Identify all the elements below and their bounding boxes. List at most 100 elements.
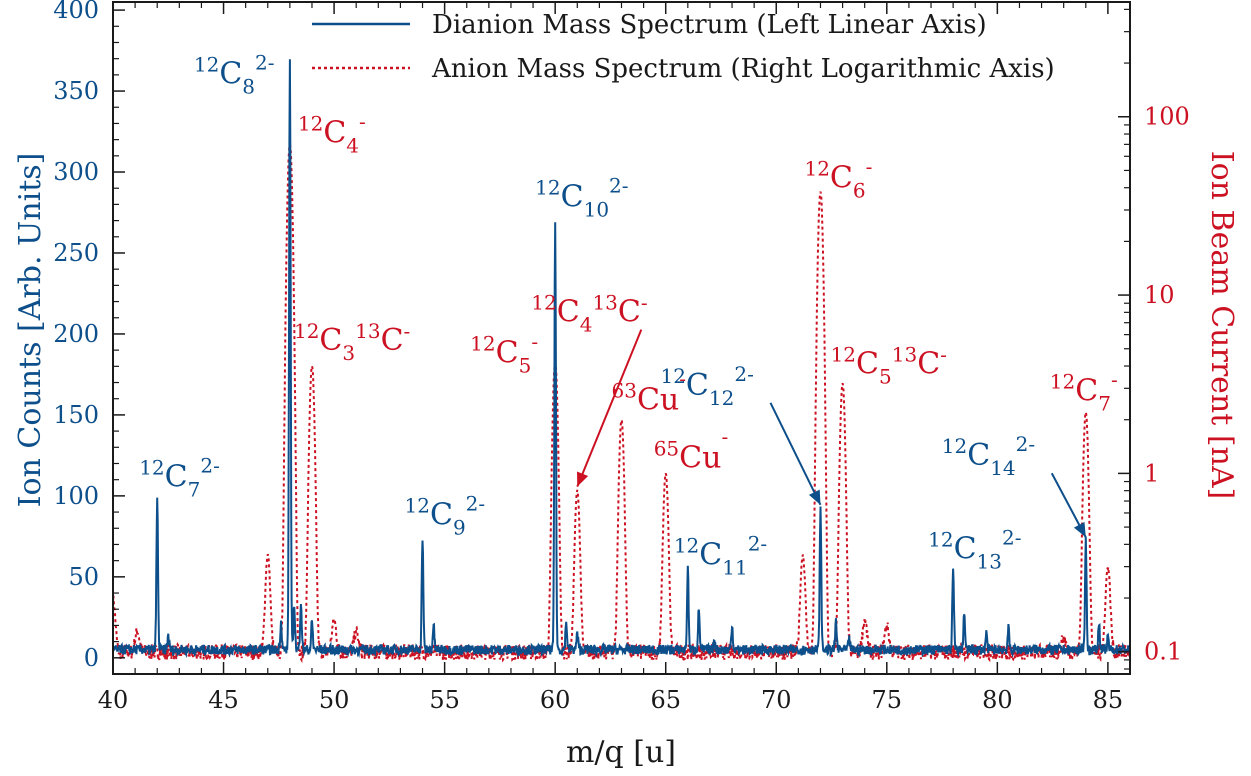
axes-layer: 40 45 50 55 60 65 70 75 80 8505010015020025030035… xyxy=(53,0,1190,714)
peak-label-sub: 14 xyxy=(990,456,1015,480)
peak-label-sub: 13 xyxy=(977,549,1002,573)
peak-label-charge: 2- xyxy=(609,174,628,198)
peak-label: 12C313C- xyxy=(294,319,410,365)
peak-label-sup: 12 xyxy=(298,111,323,135)
peak-label-charge: - xyxy=(404,319,411,343)
peak-label-sub: 12 xyxy=(709,386,734,410)
peak-label: 12C92- xyxy=(405,491,486,539)
y-left-tick-label: 0 xyxy=(84,644,99,672)
annotation-arrow xyxy=(576,329,643,488)
peak-label-charge: 2- xyxy=(734,362,753,386)
x-tick-label: 55 xyxy=(429,686,460,714)
peak-label-sub: 7 xyxy=(188,478,201,502)
peak-label-base: C xyxy=(165,460,188,495)
legend: Dianion Mass Spectrum (Left Linear Axis)… xyxy=(312,10,1055,84)
peak-label-sup: 12 xyxy=(405,493,430,517)
peak-label: 12C4- xyxy=(298,109,366,157)
peak-label-charge: 2- xyxy=(1016,432,1035,456)
peak-label-charge: - xyxy=(531,329,538,353)
peak-label: 12C122- xyxy=(660,362,753,410)
annotation-arrowhead xyxy=(577,471,589,487)
peak-label-sup: 12 xyxy=(194,52,219,76)
peak-label-sup: 12 xyxy=(535,176,560,200)
peak-label: 63Cu- xyxy=(612,367,687,418)
x-tick-label: 80 xyxy=(982,686,1013,714)
peak-label-base: Cu xyxy=(679,440,721,475)
peak-label-sup2: 13 xyxy=(355,319,380,343)
annotation-arrowhead xyxy=(1073,522,1086,538)
peak-label-charge: 2- xyxy=(200,454,219,478)
peak-label-base: C xyxy=(1075,373,1098,408)
y-left-tick-label: 50 xyxy=(68,563,99,591)
x-tick-label: 70 xyxy=(761,686,792,714)
peak-label-sup: 12 xyxy=(139,456,164,480)
peak-label: 65Cu- xyxy=(654,424,729,475)
peak-label: 12C6- xyxy=(804,155,872,203)
peak-label-sup: 12 xyxy=(674,533,699,557)
y-left-tick-label: 150 xyxy=(53,401,99,429)
peak-label-base: C xyxy=(830,161,853,196)
peak-label-sub: 11 xyxy=(722,555,747,579)
peak-label: 12C112- xyxy=(674,531,767,579)
peak-label-base: C xyxy=(954,531,977,566)
peak-label-charge: - xyxy=(721,424,728,448)
peak-label-sub: 7 xyxy=(1098,391,1111,415)
peak-label-base: Cu xyxy=(637,383,679,418)
peak-label-charge: 2- xyxy=(748,531,767,555)
peak-label: 12C132- xyxy=(928,525,1021,573)
peak-label-base: C xyxy=(219,56,242,91)
peak-label: 12C102- xyxy=(535,174,628,222)
dianion-series-line xyxy=(113,59,1130,659)
series-layer xyxy=(113,59,1130,664)
peak-label: 12C513C- xyxy=(831,342,947,388)
y-axis-right-title: Ion Beam Current [nA] xyxy=(1204,151,1239,499)
x-tick-label: 40 xyxy=(98,686,129,714)
y-left-tick-label: 300 xyxy=(53,158,99,186)
peak-label-charge: - xyxy=(866,155,873,179)
peak-label-sub: 5 xyxy=(879,364,892,388)
peak-label-sub: 6 xyxy=(853,179,866,203)
peak-label: 12C5- xyxy=(470,329,538,377)
peak-label-sub: 4 xyxy=(346,133,359,157)
y-left-tick-label: 400 xyxy=(53,0,99,24)
peak-label-charge: - xyxy=(1111,367,1118,391)
peak-label: 12C142- xyxy=(942,432,1035,480)
x-tick-label: 50 xyxy=(319,686,350,714)
peak-label-sup: 12 xyxy=(294,319,319,343)
y-right-tick-label: 0.1 xyxy=(1144,638,1182,666)
peak-label-base: C xyxy=(430,497,453,532)
peak-label-sup: 12 xyxy=(928,527,953,551)
y-right-tick-label: 1 xyxy=(1144,459,1159,487)
peak-label-charge: - xyxy=(679,367,686,391)
peak-label-sup: 12 xyxy=(531,291,556,315)
legend-label-dianion: Dianion Mass Spectrum (Left Linear Axis) xyxy=(432,10,987,40)
peak-label-base2: C xyxy=(381,323,404,358)
peak-label: 12C7- xyxy=(1050,367,1118,415)
peak-label-sup: 12 xyxy=(804,157,829,181)
x-tick-label: 85 xyxy=(1093,686,1124,714)
peak-label-base: C xyxy=(856,346,879,381)
peak-label-sub: 9 xyxy=(453,515,466,539)
peak-label-sup: 12 xyxy=(660,364,685,388)
peak-label: 12C413C- xyxy=(531,291,647,337)
peak-label-sup2: 13 xyxy=(592,291,617,315)
peak-label-charge: 2- xyxy=(466,491,485,515)
peak-label-base: C xyxy=(967,438,990,473)
peak-label-charge: - xyxy=(359,109,366,133)
y-axis-left-title: Ion Counts [Arb. Units] xyxy=(13,153,48,508)
y-left-tick-label: 350 xyxy=(53,77,99,105)
y-left-tick-label: 100 xyxy=(53,482,99,510)
y-left-tick-label: 200 xyxy=(53,320,99,348)
peak-label-base2: C xyxy=(618,295,641,330)
x-tick-label: 45 xyxy=(208,686,239,714)
peak-label-sub: 5 xyxy=(519,353,532,377)
annotation-layer: 12C72-12C82-12C92-12C102-12C112-12C122-1… xyxy=(139,50,1117,579)
peak-label-sup2: 13 xyxy=(892,342,917,366)
peak-label-base: C xyxy=(699,537,722,572)
annotation-arrow xyxy=(769,402,822,506)
peak-label-base: C xyxy=(496,335,519,370)
peak-label-charge: 2- xyxy=(1002,525,1021,549)
peak-label-charge: - xyxy=(940,342,947,366)
peak-label-sup: 12 xyxy=(942,434,967,458)
